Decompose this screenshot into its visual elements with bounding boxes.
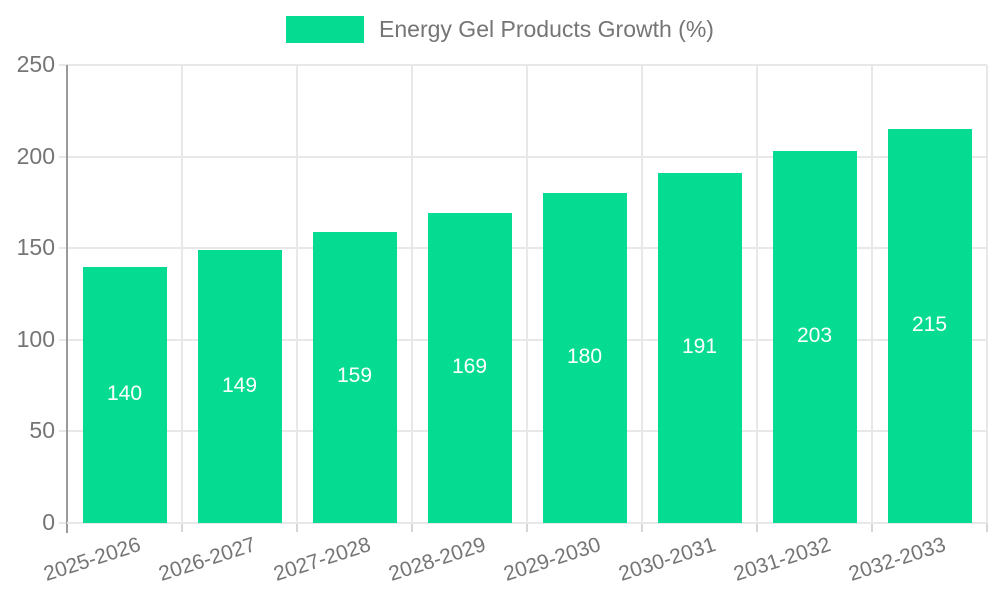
bar: 203 (772, 151, 857, 523)
bar: 140 (82, 266, 167, 523)
bar-value-label: 149 (221, 373, 258, 397)
bar-value-label: 180 (566, 345, 603, 369)
legend-swatch (286, 16, 365, 43)
y-axis-label: 100 (16, 325, 55, 352)
x-axis-label: 2028-2029 (385, 533, 489, 586)
x-axis-label: 2026-2027 (155, 533, 259, 586)
y-axis-label: 250 (16, 51, 55, 77)
x-gridline (871, 65, 873, 523)
x-gridline (411, 65, 413, 523)
x-axis-label: 2027-2028 (270, 533, 374, 586)
x-axis-label: 2032-2033 (845, 533, 949, 586)
bar: 215 (887, 129, 972, 523)
bar-value-label: 215 (911, 313, 948, 337)
x-gridline (181, 65, 183, 523)
y-axis-line (66, 65, 68, 533)
bar-value-label: 191 (681, 335, 718, 359)
legend-label: Energy Gel Products Growth (%) (379, 16, 714, 42)
y-axis-label: 200 (16, 142, 55, 169)
y-axis-label: 150 (16, 234, 55, 261)
x-axis-label: 2030-2031 (615, 533, 719, 586)
x-tick (756, 523, 758, 532)
y-tick (59, 155, 67, 158)
bar-value-label: 140 (106, 381, 143, 405)
y-tick (59, 522, 67, 524)
x-axis-label: 2029-2030 (500, 533, 604, 586)
y-tick (59, 64, 67, 66)
x-axis-label: 2031-2032 (730, 533, 834, 586)
x-tick (296, 523, 298, 532)
bar-value-label: 169 (451, 355, 488, 379)
bar: 149 (197, 250, 282, 523)
y-tick (59, 247, 67, 250)
y-axis-label: 50 (29, 417, 55, 444)
bar-value-label: 159 (336, 364, 373, 388)
x-gridline (986, 65, 988, 523)
x-tick (641, 523, 643, 532)
bar-value-label: 203 (796, 324, 833, 348)
x-gridline (296, 65, 298, 523)
bar: 180 (542, 193, 627, 523)
y-tick (59, 430, 67, 433)
y-axis-label: 0 (42, 509, 55, 535)
x-tick (411, 523, 413, 532)
bar: 159 (312, 231, 397, 523)
x-tick (986, 523, 988, 532)
x-axis-label: 2025-2026 (40, 533, 144, 586)
x-tick (871, 523, 873, 532)
x-gridline (526, 65, 528, 523)
x-axis-line (67, 522, 987, 524)
x-tick (526, 523, 528, 532)
legend: Energy Gel Products Growth (%) (0, 16, 1000, 43)
x-gridline (756, 65, 758, 523)
bar: 169 (427, 213, 512, 523)
x-gridline (641, 65, 643, 523)
y-tick (59, 338, 67, 341)
bar: 191 (657, 173, 742, 523)
x-tick (181, 523, 183, 532)
